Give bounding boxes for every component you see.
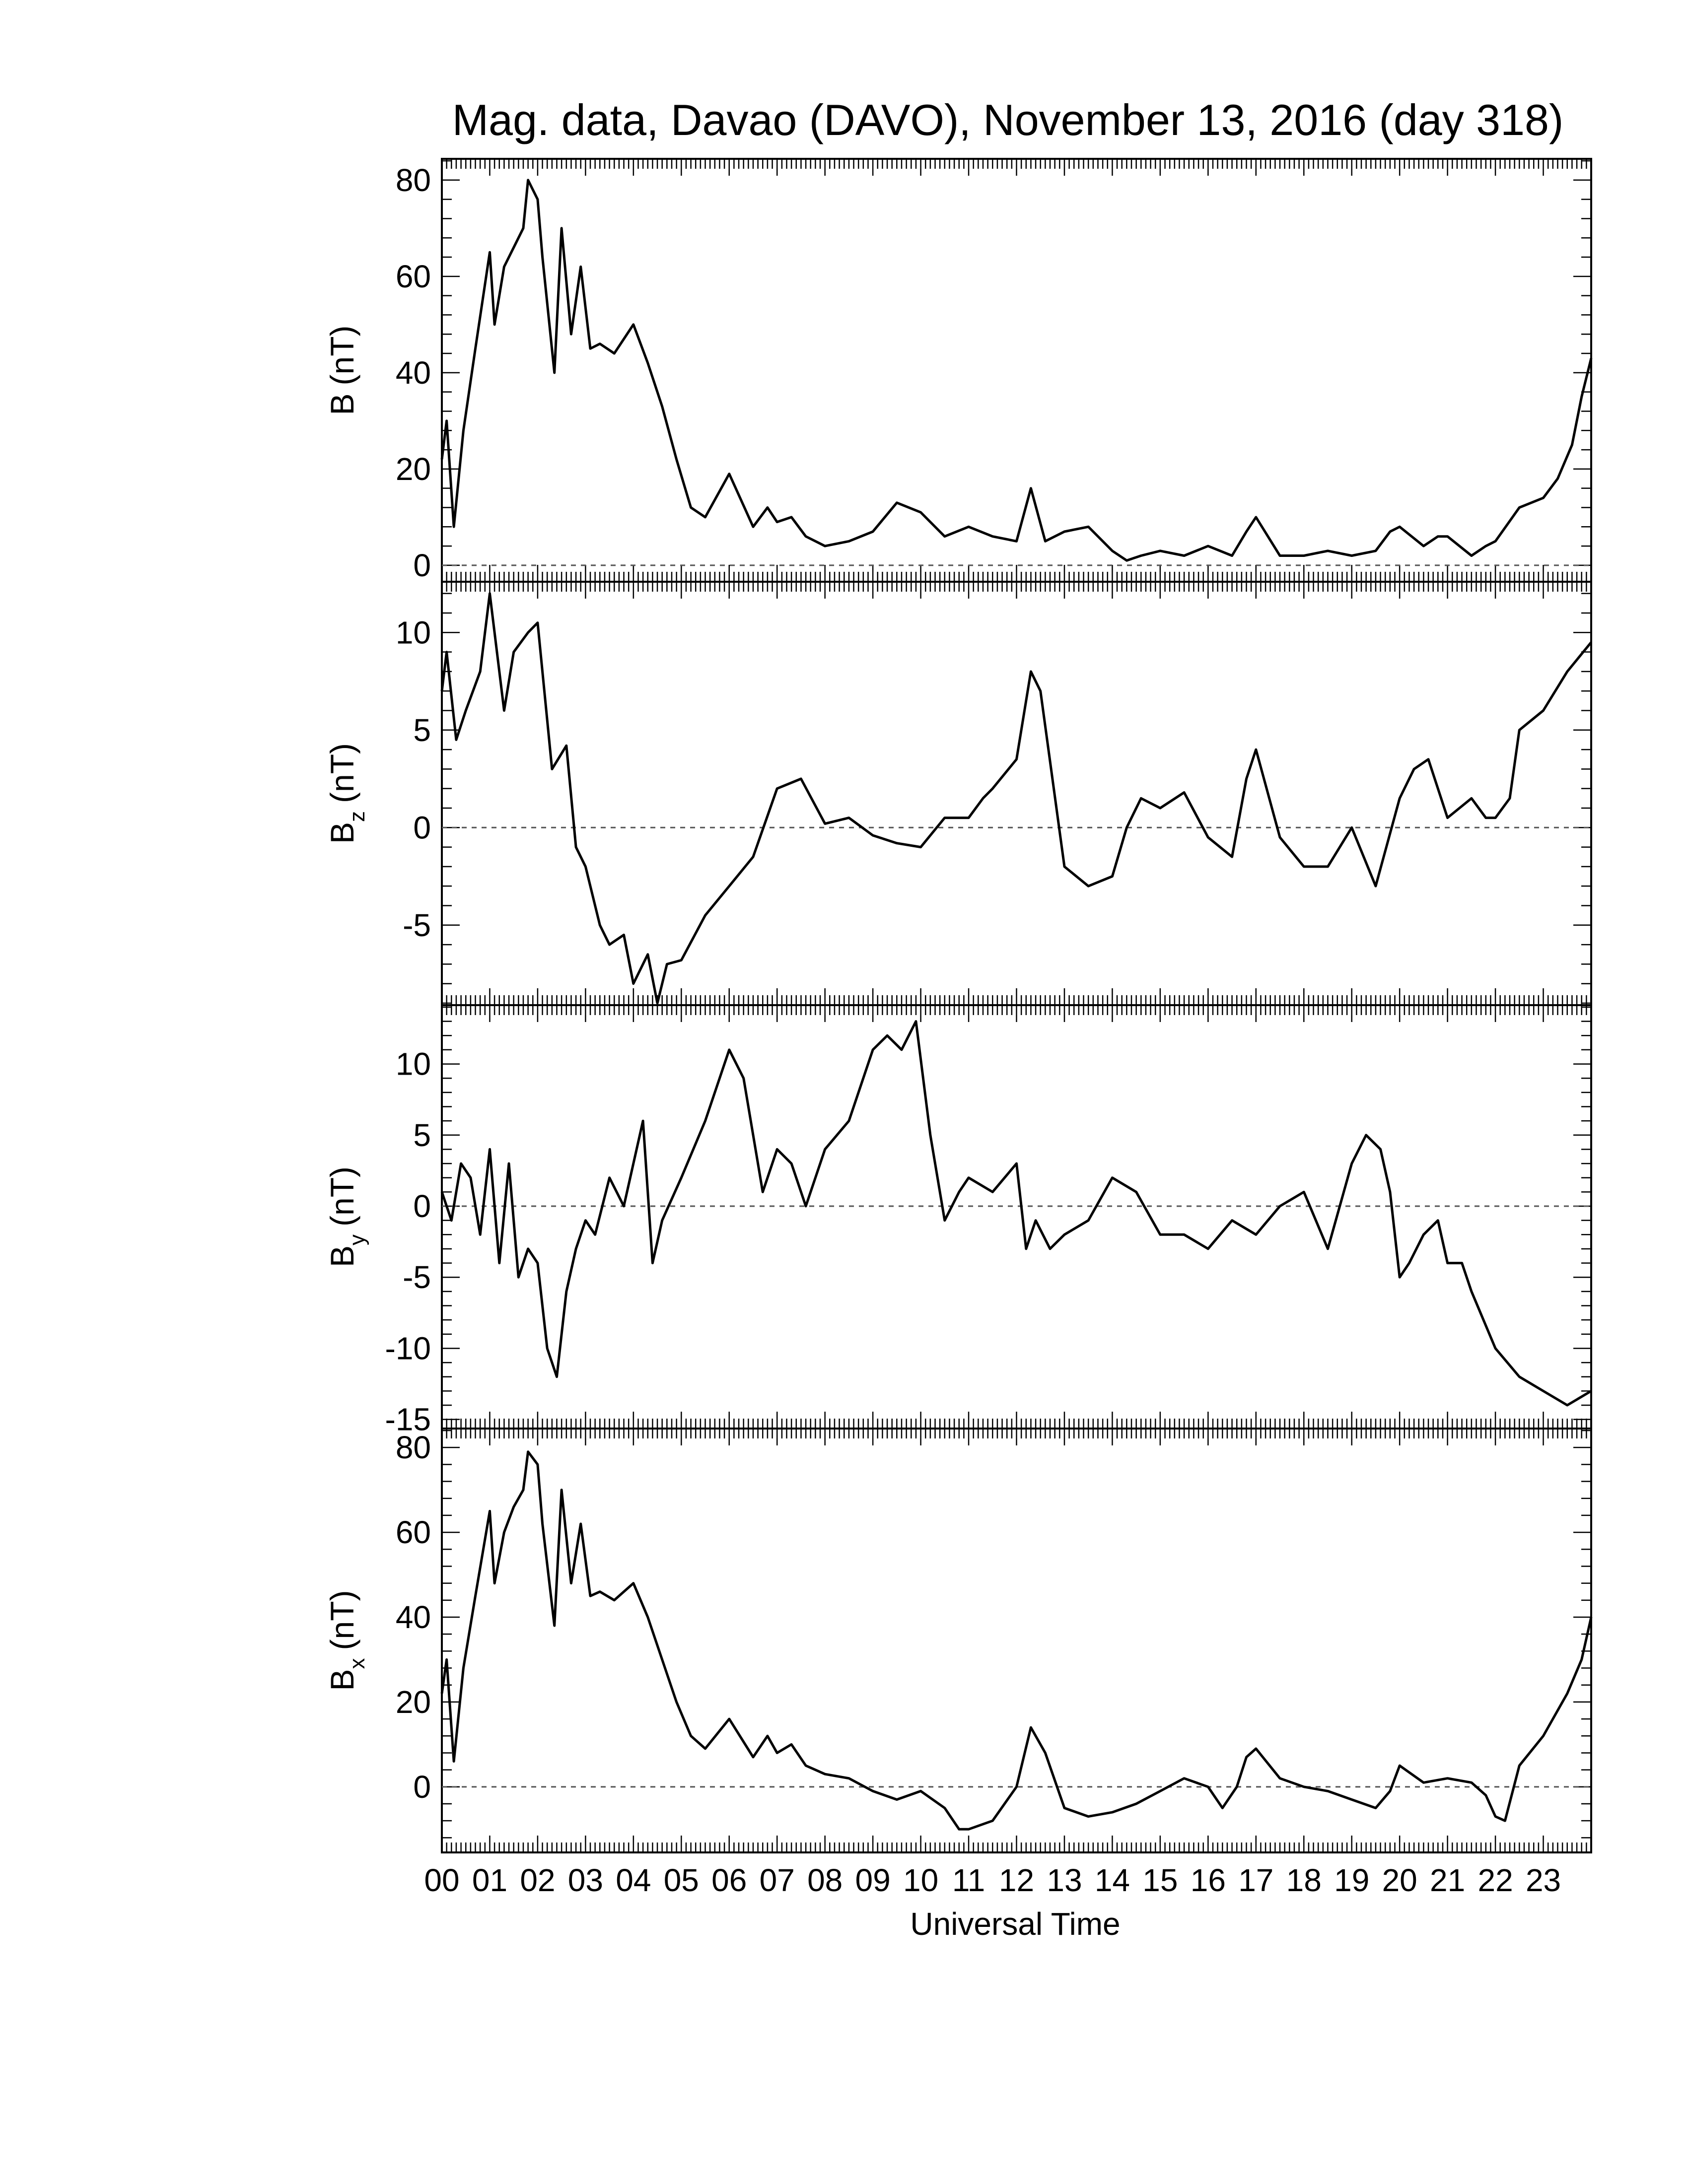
y-axis-label-subscript: y [345, 1234, 369, 1245]
x-tick-label: 17 [1238, 1862, 1273, 1898]
panel-1: 0 20 40 60 80 B (nT) [324, 158, 1593, 583]
x-tick-label: 12 [999, 1862, 1034, 1898]
x-tick-label: 05 [664, 1862, 699, 1898]
x-tick-label: 18 [1286, 1862, 1322, 1898]
y-tick-label: -5 [403, 907, 431, 943]
y-axis-label: By (nT) [324, 1166, 369, 1267]
y-tick-label: 40 [396, 1599, 431, 1635]
x-axis-title: Universal Time [910, 1906, 1120, 1942]
y-tick-label: 20 [396, 451, 431, 487]
x-tick-label: 07 [760, 1862, 795, 1898]
y-tick-label: 20 [396, 1684, 431, 1720]
y-tick-label: 0 [413, 1769, 431, 1805]
x-tick-label: 03 [568, 1862, 603, 1898]
x-tick-label: 10 [903, 1862, 938, 1898]
x-tick-label: 22 [1477, 1862, 1513, 1898]
y-axis-label-subscript: x [345, 1658, 369, 1669]
y-tick-label: 60 [396, 1514, 431, 1550]
x-tick-label: 15 [1142, 1862, 1178, 1898]
y-tick-label: 40 [396, 355, 431, 391]
y-axis-label: B (nT) [324, 325, 360, 415]
panel-frame [441, 158, 1592, 583]
y-axis-label-unit: (nT) [324, 325, 360, 385]
y-tick-label: 5 [413, 1117, 431, 1153]
y-axis-label-unit: (nT) [324, 743, 360, 803]
x-tick-label: 20 [1382, 1862, 1417, 1898]
y-axis-label-main: B [324, 393, 360, 415]
y-axis-label-main: B [324, 822, 360, 844]
y-tick-label: -5 [403, 1259, 431, 1295]
y-tick-label: -10 [385, 1330, 431, 1366]
y-axis-label-main: B [324, 1669, 360, 1691]
x-tick-label: 11 [952, 1862, 985, 1898]
y-tick-label: 0 [413, 810, 431, 845]
y-tick-label: 10 [396, 1046, 431, 1082]
x-tick-label: 04 [616, 1862, 651, 1898]
y-axis-label-unit: (nT) [324, 1590, 360, 1650]
panel-3: -15 -10 -5 0 5 10 By (nT) [324, 1004, 1592, 1437]
y-tick-label: 0 [413, 1188, 431, 1224]
series-line-1 [440, 1450, 1593, 1831]
y-axis-label: Bz (nT) [324, 743, 369, 844]
x-tick-label: 13 [1047, 1862, 1082, 1898]
y-axis-label-unit: (nT) [324, 1166, 360, 1227]
y-tick-label: 0 [413, 547, 431, 583]
x-tick-label: 08 [807, 1862, 843, 1898]
panel-2: -5 0 5 10 Bz (nT) [324, 581, 1592, 1006]
y-tick-label: 10 [396, 614, 431, 650]
x-tick-label: 02 [520, 1862, 555, 1898]
series-line-1 [440, 179, 1593, 562]
x-tick-label: 23 [1526, 1862, 1561, 1898]
x-tick-label: 00 [424, 1862, 459, 1898]
x-axis-tick-labels: 00 01 02 03 04 05 06 07 08 09 10 11 12 13 14 15 16 17 18 19… [424, 1862, 1561, 1898]
y-axis-label-subscript: z [345, 811, 369, 822]
chart-title: Mag. data, Davao (DAVO), November 13, 20… [452, 95, 1564, 144]
y-axis-label: Bx (nT) [324, 1590, 369, 1691]
y-tick-label: 80 [396, 162, 431, 198]
x-tick-label: 16 [1191, 1862, 1226, 1898]
x-tick-label: 09 [855, 1862, 891, 1898]
y-tick-label: 80 [396, 1430, 431, 1465]
panel-4: 0 20 40 60 80 Bx (nT) [324, 1428, 1593, 1853]
x-tick-label: 06 [711, 1862, 747, 1898]
series-line-1 [440, 592, 1592, 1005]
x-tick-label: 19 [1334, 1862, 1369, 1898]
panel-frame [441, 1004, 1592, 1430]
x-tick-label: 21 [1430, 1862, 1465, 1898]
x-tick-label: 01 [472, 1862, 507, 1898]
y-tick-label: 60 [396, 259, 431, 294]
y-tick-label: -15 [385, 1402, 431, 1437]
y-axis-label-main: B [324, 1245, 360, 1267]
x-tick-label: 14 [1095, 1862, 1130, 1898]
series-line-1 [440, 1020, 1592, 1407]
y-tick-label: 5 [413, 712, 431, 748]
panels: 0 20 40 60 80 B (nT) -5 0 5 10 Bz (nT) -15 -10 -5 0 5 10 By… [324, 158, 1593, 1853]
